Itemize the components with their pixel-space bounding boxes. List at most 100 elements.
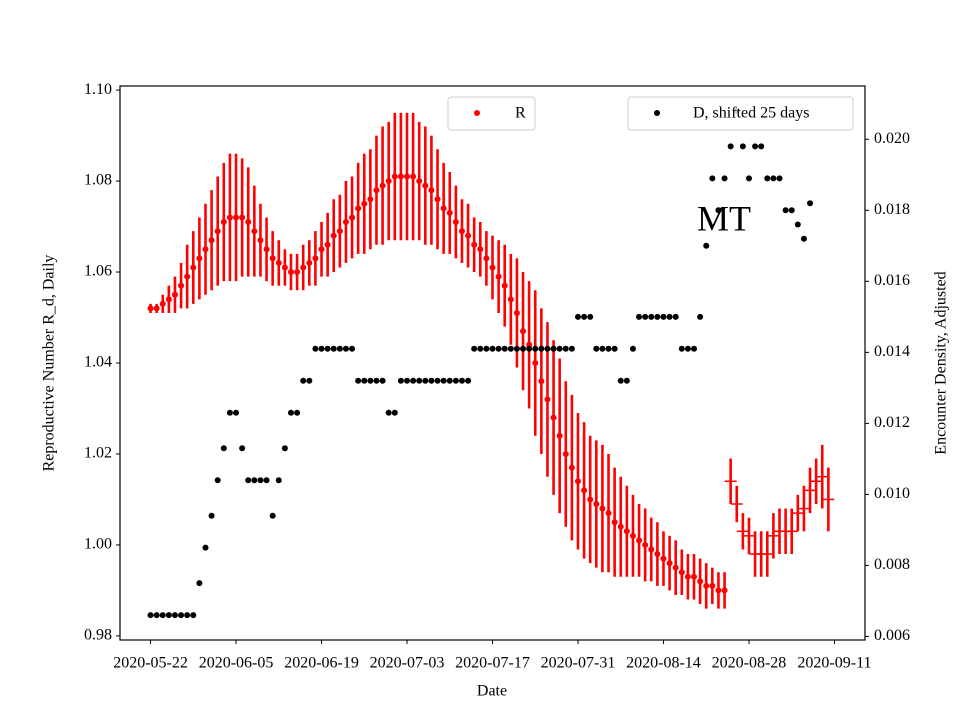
point — [807, 200, 814, 207]
point — [397, 377, 404, 384]
point — [245, 218, 252, 225]
point — [220, 218, 227, 225]
point — [568, 345, 575, 352]
point — [275, 477, 282, 484]
point — [501, 282, 508, 289]
point — [465, 232, 472, 239]
point — [214, 477, 221, 484]
point — [226, 409, 233, 416]
point — [605, 510, 612, 517]
point — [642, 313, 649, 320]
point — [410, 173, 417, 180]
x-tick-label: 2020-07-03 — [370, 655, 445, 672]
point — [391, 173, 398, 180]
point — [587, 313, 594, 320]
point — [251, 477, 258, 484]
point — [520, 328, 527, 335]
point — [477, 246, 484, 253]
point — [324, 345, 331, 352]
point — [660, 313, 667, 320]
point — [477, 345, 484, 352]
point — [611, 345, 618, 352]
plot-frame — [119, 85, 866, 641]
point — [171, 291, 178, 298]
point — [483, 255, 490, 262]
point — [745, 175, 752, 182]
y-tick-label: 1.06 — [84, 263, 112, 280]
y2-axis-label: Encounter Density, Adjusted — [933, 271, 950, 454]
point — [483, 345, 490, 352]
y2-tick-label: 0.020 — [874, 130, 910, 147]
point — [184, 612, 191, 619]
point — [300, 377, 307, 384]
point — [452, 377, 459, 384]
point — [208, 512, 215, 519]
point — [361, 377, 368, 384]
point — [342, 218, 349, 225]
point — [202, 544, 209, 551]
point — [422, 182, 429, 189]
x-tick-label: 2020-05-22 — [113, 655, 188, 672]
point — [654, 313, 661, 320]
point — [202, 246, 209, 253]
y-tick-label: 0.98 — [84, 627, 112, 644]
y2-tick-label: 0.018 — [874, 201, 910, 218]
point — [623, 377, 630, 384]
point — [404, 173, 411, 180]
point — [446, 209, 453, 216]
point — [440, 377, 447, 384]
point — [794, 221, 801, 228]
point — [776, 175, 783, 182]
point — [190, 264, 197, 271]
point — [617, 377, 624, 384]
point — [336, 228, 343, 235]
point — [593, 501, 600, 508]
point — [410, 377, 417, 384]
point — [599, 505, 606, 512]
point — [617, 523, 624, 530]
point — [770, 175, 777, 182]
point — [196, 580, 203, 587]
point — [574, 313, 581, 320]
point — [385, 409, 392, 416]
point — [373, 187, 380, 194]
point — [220, 445, 227, 452]
point — [611, 519, 618, 526]
point — [318, 345, 325, 352]
point — [300, 264, 307, 271]
point — [306, 259, 313, 266]
point — [629, 345, 636, 352]
point — [666, 560, 673, 567]
point — [355, 377, 362, 384]
point — [147, 612, 154, 619]
point — [501, 345, 508, 352]
point — [471, 345, 478, 352]
point — [385, 178, 392, 185]
point — [257, 237, 264, 244]
point — [263, 477, 270, 484]
point — [233, 409, 240, 416]
point — [764, 175, 771, 182]
point — [306, 377, 313, 384]
point — [294, 409, 301, 416]
point — [654, 551, 661, 558]
point — [636, 313, 643, 320]
point — [587, 496, 594, 503]
point — [397, 173, 404, 180]
point — [233, 214, 240, 221]
point — [239, 445, 246, 452]
point — [147, 305, 154, 312]
point — [562, 450, 569, 457]
point — [257, 477, 264, 484]
point — [379, 182, 386, 189]
point — [648, 546, 655, 553]
point — [361, 200, 368, 207]
legend-box — [627, 96, 854, 131]
point — [489, 345, 496, 352]
point — [440, 205, 447, 212]
legend-label: R — [515, 105, 526, 122]
point — [434, 377, 441, 384]
point — [648, 313, 655, 320]
point — [287, 409, 294, 416]
